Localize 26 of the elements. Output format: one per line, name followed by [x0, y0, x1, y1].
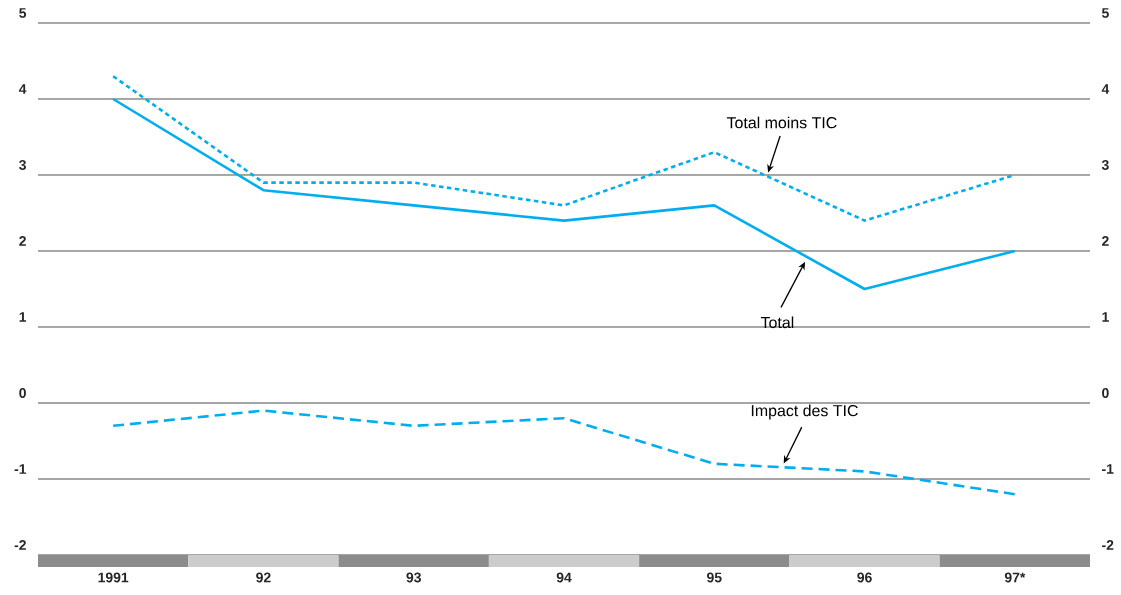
- x-tick-label: 97*: [1004, 572, 1026, 583]
- y2-tick-label: 4: [1101, 84, 1110, 94]
- y2-tick-label: 3: [1101, 160, 1109, 170]
- y-tick-label: 5: [19, 8, 27, 18]
- x-tick-label: 93: [406, 572, 421, 583]
- x-tick-label: 1991: [98, 572, 129, 583]
- y2-tick-label: 2: [1102, 236, 1109, 246]
- series-label: Total moins TIC: [726, 116, 837, 129]
- y-tick-label: 1: [19, 312, 27, 322]
- x-tick-label: 92: [256, 572, 271, 583]
- text: Total: [760, 316, 794, 329]
- x-tick-label: 94: [556, 572, 572, 583]
- text: Impact des TIC: [751, 404, 858, 420]
- y-tick-label: 3: [19, 160, 26, 170]
- y2-tick-label: -2: [1102, 540, 1114, 550]
- y-tick-label: -2: [14, 540, 26, 550]
- y-tick-label: -1: [14, 464, 27, 474]
- y-tick-label: 0: [19, 388, 26, 398]
- y-tick-label: 4: [18, 84, 27, 94]
- y-tick-label: 2: [19, 236, 26, 246]
- x-tick-label: 96: [857, 572, 872, 583]
- y2-tick-label: 0: [1102, 388, 1109, 398]
- x-tick-label: 95: [707, 572, 722, 583]
- y2-tick-label: 1: [1102, 312, 1109, 322]
- y2-tick-label: 5: [1101, 8, 1109, 18]
- y2-tick-label: -1: [1102, 464, 1114, 474]
